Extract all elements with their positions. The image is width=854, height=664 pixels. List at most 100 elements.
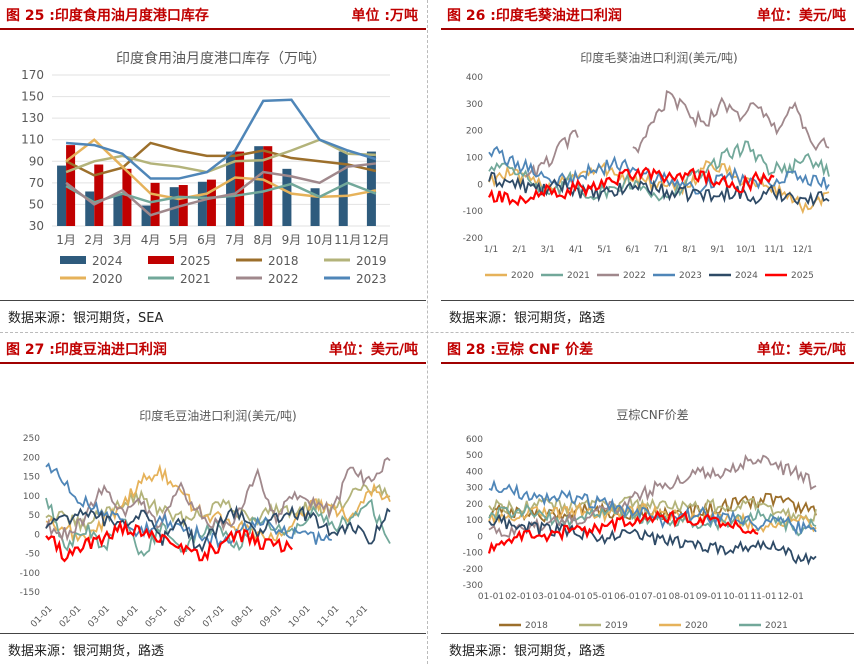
x-tick-label: 2/1: [512, 245, 526, 255]
series-line-2020: [65, 138, 377, 201]
chart-soy-palm-spread: 豆棕CNF价差 -300 -200 -100 0 100 200 300 400 500 600 01…: [463, 407, 817, 631]
x-tick-label: 5月: [169, 233, 189, 247]
x-tick-label: 02-01: [58, 604, 84, 630]
legend-label-2025: 2025: [791, 271, 814, 281]
panel-footer: 数据来源：银河期货，SEA: [0, 300, 426, 331]
panel-soyoil-profit: 图 27 :印度豆油进口利润 单位：美元/吨 印度毛豆油进口利润(美元/吨) -1…: [0, 334, 426, 664]
horizontal-divider: [0, 332, 854, 333]
x-tick-label: 12/1: [793, 245, 813, 255]
x-tick-label: 9/1: [710, 245, 724, 255]
x-tick-label: 03-01: [86, 604, 112, 630]
chart-title: 印度毛豆油进口利润(美元/吨): [139, 408, 296, 423]
bar-2024: [141, 205, 151, 226]
y-tick-label: -300: [463, 581, 484, 591]
series-line-2025: [45, 519, 293, 563]
x-tick-label: 09-01: [258, 604, 284, 630]
bar-2025: [150, 182, 160, 226]
legend-label-2021: 2021: [180, 272, 211, 286]
panel-title: 图 27 :印度豆油进口利润: [6, 342, 167, 358]
panel-header: 图 25 :印度食用油月度港口库存 单位 :万吨: [0, 0, 426, 30]
x-tick-label: 9月: [282, 233, 302, 247]
chart-soyoil-profit: 印度毛豆油进口利润(美元/吨) -150 -100 -50 0 50 100 150 200 25…: [20, 408, 391, 630]
y-tick-label: 200: [466, 127, 483, 137]
y-tick-label: 200: [23, 453, 40, 463]
y-tick-label: 0: [477, 532, 483, 542]
y-tick-label: 600: [466, 435, 483, 445]
x-tick-label: 03-01: [532, 592, 558, 602]
legend-label-2024: 2024: [735, 271, 758, 281]
panel-header: 图 26 :印度毛葵油进口利润 单位：美元/吨: [441, 0, 854, 30]
panel-footer: 数据来源：银河期货，路透: [0, 633, 426, 664]
bar-2025: [206, 179, 216, 226]
x-tick-label: 09-01: [696, 592, 722, 602]
legend-label-2023: 2023: [679, 271, 702, 281]
legend-label-2018: 2018: [525, 621, 548, 631]
y-tick-label: 400: [466, 73, 483, 83]
y-tick-label: 100: [23, 492, 40, 502]
x-tick-label: 3月: [113, 233, 133, 247]
series-line-2022: [488, 453, 817, 539]
y-tick-label: -50: [25, 550, 40, 560]
x-tick-label: 05-01: [144, 604, 170, 630]
x-tick-label: 4/1: [569, 245, 583, 255]
x-tick-label: 10-01: [723, 592, 749, 602]
y-tick-label: 0: [34, 530, 40, 540]
bar-2024: [57, 165, 67, 226]
chart-title: 豆棕CNF价差: [616, 407, 688, 422]
chart-title: 印度食用油月度港口库存（万吨）: [116, 50, 326, 67]
legend-label-2020: 2020: [685, 621, 708, 631]
panel-title: 图 26 :印度毛葵油进口利润: [447, 8, 622, 24]
bar-2024: [197, 181, 207, 226]
series-line-2022: [65, 162, 377, 217]
y-tick-label: 250: [23, 434, 40, 444]
x-tick-label: 1/1: [484, 245, 498, 255]
y-tick-label: 300: [466, 100, 483, 110]
panel-unit: 单位：美元/吨: [756, 342, 846, 358]
x-tick-label: 05-01: [587, 592, 613, 602]
panel-footer: 数据来源：银河期货，路透: [441, 300, 854, 331]
x-tick-label: 7/1: [654, 245, 668, 255]
y-tick-label: -100: [463, 207, 484, 217]
chart-port-stocks: 印度食用油月度港口库存（万吨） 30 50 70 90 110 130 150 170 1月 2月 3…: [21, 50, 390, 286]
y-tick-label: 170: [21, 68, 44, 82]
data-source: 数据来源：银河期货，路透: [449, 311, 606, 326]
x-tick-label: 2月: [84, 233, 104, 247]
series-line-2025: [487, 509, 759, 554]
series-line-2022: [525, 89, 830, 178]
x-tick-label: 01-01: [29, 604, 55, 630]
series-line-2025: [488, 166, 775, 207]
bar-2024: [226, 151, 236, 226]
x-tick-label: 11/1: [764, 245, 784, 255]
x-tick-label: 10/1: [736, 245, 756, 255]
chart-title: 印度毛葵油进口利润(美元/吨): [580, 50, 737, 65]
x-tick-label: 10月: [306, 233, 333, 247]
bar-2024: [113, 194, 123, 226]
x-tick-label: 08-01: [230, 604, 256, 630]
legend-swatch-2025: [148, 256, 174, 264]
x-tick-label: 8月: [253, 233, 273, 247]
series-line-2023: [488, 479, 817, 536]
x-tick-label: 1月: [56, 233, 76, 247]
panel-sunflower-oil-profit: 图 26 :印度毛葵油进口利润 单位：美元/吨 印度毛葵油进口利润(美元/吨) -…: [441, 0, 854, 331]
x-tick-label: 12月: [362, 233, 389, 247]
x-tick-label: 04-01: [115, 604, 141, 630]
x-tick-label: 12-01: [778, 592, 804, 602]
legend-label-2019: 2019: [605, 621, 628, 631]
y-tick-label: -200: [463, 234, 484, 244]
panel-title: 图 25 :印度食用油月度港口库存: [6, 8, 209, 24]
y-tick-label: 100: [466, 154, 483, 164]
series-line-2024: [488, 513, 817, 566]
x-tick-label: 7月: [225, 233, 245, 247]
data-source: 数据来源：银河期货，SEA: [8, 311, 164, 326]
y-tick-label: 50: [29, 511, 41, 521]
series-line-2023: [65, 98, 377, 180]
x-tick-label: 5/1: [597, 245, 611, 255]
panel-soy-palm-spread: 图 28 :豆棕 CNF 价差 单位：美元/吨 豆棕CNF价差 -300 -200 -…: [441, 334, 854, 664]
data-source: 数据来源：银河期货，路透: [449, 644, 606, 659]
bar-2025: [94, 164, 104, 226]
legend-label-2025: 2025: [180, 254, 211, 268]
y-tick-label: 500: [466, 451, 483, 461]
x-tick-label: 11-01: [750, 592, 776, 602]
y-tick-label: 110: [21, 133, 44, 147]
x-tick-label: 06-01: [172, 604, 198, 630]
